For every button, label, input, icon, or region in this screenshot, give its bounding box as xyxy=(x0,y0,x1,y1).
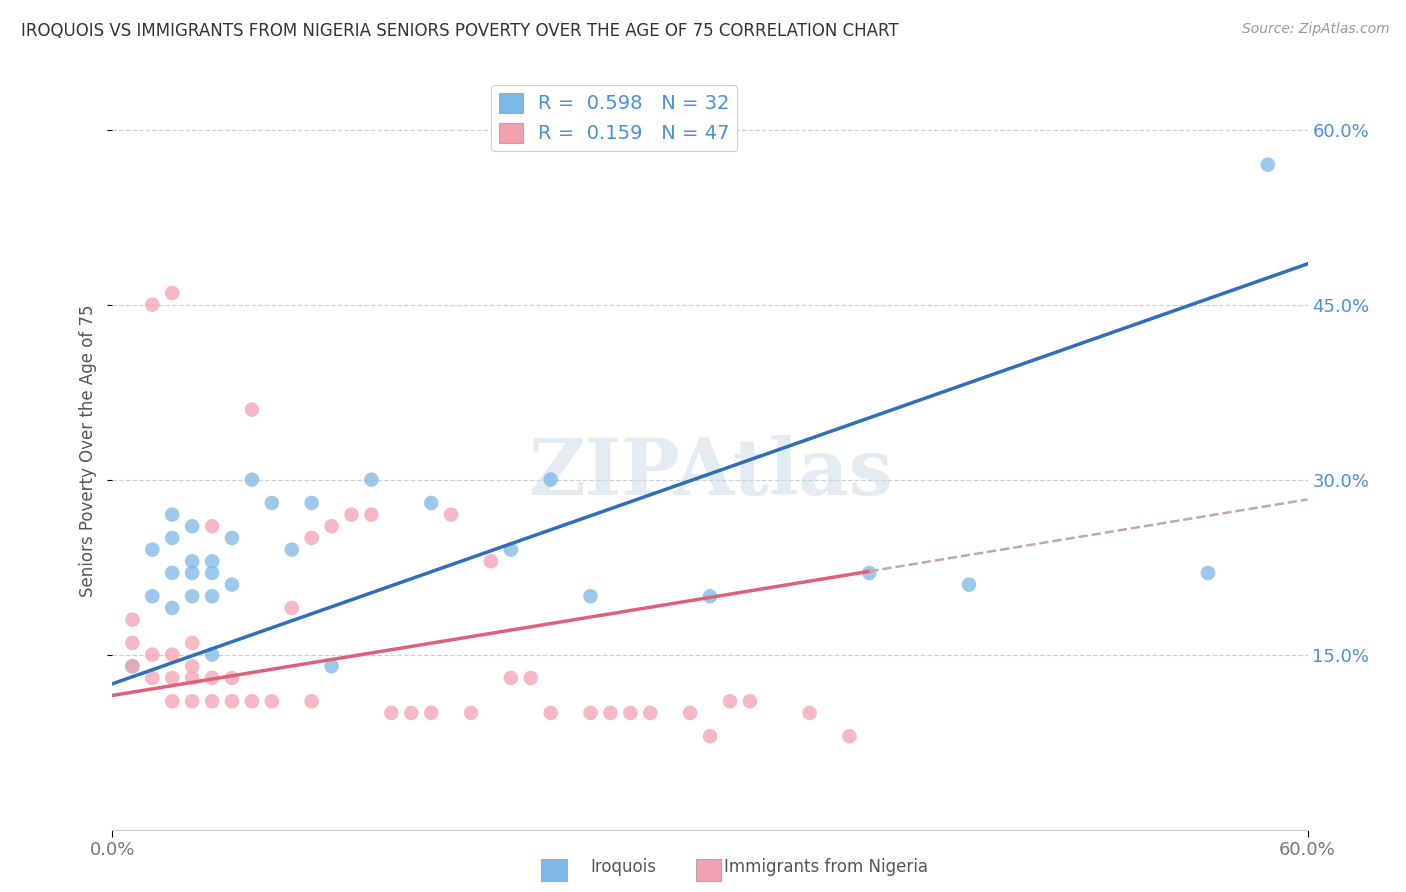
Point xyxy=(499,671,522,685)
Point xyxy=(460,706,482,720)
Point xyxy=(181,554,204,568)
Point xyxy=(440,508,463,522)
Point xyxy=(121,659,143,673)
Point xyxy=(240,694,263,708)
Point xyxy=(579,706,602,720)
Point xyxy=(401,706,423,720)
Point xyxy=(360,508,382,522)
Point xyxy=(858,566,880,580)
Text: Immigrants from Nigeria: Immigrants from Nigeria xyxy=(724,858,928,876)
Point xyxy=(1197,566,1219,580)
Point xyxy=(201,589,224,603)
Point xyxy=(957,577,980,591)
Point xyxy=(221,531,243,545)
Point xyxy=(540,473,562,487)
Point xyxy=(141,589,163,603)
Point xyxy=(420,496,443,510)
Point xyxy=(121,613,143,627)
Point xyxy=(640,706,662,720)
Point xyxy=(540,706,562,720)
Point xyxy=(181,589,204,603)
Point xyxy=(201,648,224,662)
Point xyxy=(162,285,183,300)
Point xyxy=(162,648,183,662)
Point xyxy=(679,706,702,720)
Text: IROQUOIS VS IMMIGRANTS FROM NIGERIA SENIORS POVERTY OVER THE AGE OF 75 CORRELATI: IROQUOIS VS IMMIGRANTS FROM NIGERIA SENI… xyxy=(21,22,898,40)
Point xyxy=(221,671,243,685)
Point xyxy=(799,706,821,720)
Point xyxy=(162,531,183,545)
Point xyxy=(340,508,363,522)
Legend: R =  0.598   N = 32, R =  0.159   N = 47: R = 0.598 N = 32, R = 0.159 N = 47 xyxy=(492,85,737,152)
Text: ZIPAtlas: ZIPAtlas xyxy=(527,435,893,511)
Point xyxy=(380,706,402,720)
Point xyxy=(201,566,224,580)
Point xyxy=(201,519,224,533)
Point xyxy=(141,671,163,685)
Point xyxy=(162,671,183,685)
Point xyxy=(260,496,283,510)
Point xyxy=(162,601,183,615)
Point xyxy=(838,729,860,743)
Text: Source: ZipAtlas.com: Source: ZipAtlas.com xyxy=(1241,22,1389,37)
Point xyxy=(1257,158,1279,172)
Point xyxy=(181,659,204,673)
Point xyxy=(420,706,443,720)
Point xyxy=(221,694,243,708)
Point xyxy=(321,519,343,533)
Point xyxy=(141,648,163,662)
Text: Iroquois: Iroquois xyxy=(591,858,657,876)
Point xyxy=(579,589,602,603)
Point xyxy=(718,694,741,708)
Point xyxy=(221,577,243,591)
Point xyxy=(699,589,721,603)
Point xyxy=(141,298,163,312)
Point xyxy=(201,694,224,708)
Point xyxy=(181,566,204,580)
Point xyxy=(619,706,641,720)
Point xyxy=(301,694,323,708)
Point xyxy=(599,706,621,720)
Point xyxy=(162,508,183,522)
Point xyxy=(738,694,761,708)
Point xyxy=(260,694,283,708)
Point xyxy=(479,554,502,568)
Point xyxy=(281,601,304,615)
Point xyxy=(201,671,224,685)
Point xyxy=(301,531,323,545)
Point xyxy=(121,659,143,673)
Point xyxy=(162,566,183,580)
Point xyxy=(699,729,721,743)
Point xyxy=(321,659,343,673)
Y-axis label: Seniors Poverty Over the Age of 75: Seniors Poverty Over the Age of 75 xyxy=(79,304,97,597)
Point xyxy=(201,554,224,568)
Point xyxy=(181,671,204,685)
Point xyxy=(181,694,204,708)
Point xyxy=(240,473,263,487)
Point xyxy=(181,636,204,650)
Point xyxy=(141,542,163,557)
Point xyxy=(499,542,522,557)
Point xyxy=(162,694,183,708)
Point xyxy=(360,473,382,487)
Point xyxy=(240,402,263,417)
Point xyxy=(121,636,143,650)
Point xyxy=(181,519,204,533)
Point xyxy=(520,671,543,685)
Point xyxy=(281,542,304,557)
Point xyxy=(301,496,323,510)
